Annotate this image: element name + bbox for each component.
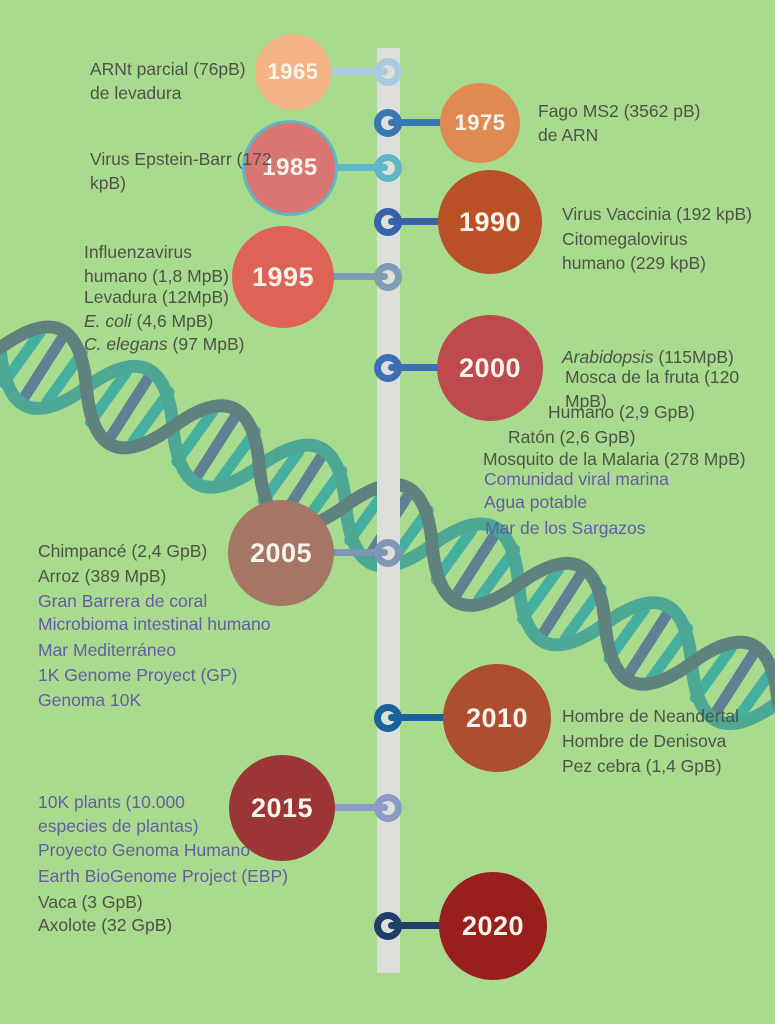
connector-line-2005 xyxy=(281,549,388,556)
event-label-2010: Hombre de Denisova xyxy=(562,731,727,751)
event-label-2000: Humano (2,9 GpB) xyxy=(548,402,695,422)
event-label-2000: Ratón (2,6 GpB) xyxy=(508,427,636,447)
year-label: 1990 xyxy=(458,206,522,237)
year-label: 2005 xyxy=(249,537,313,568)
event-label-2015: 10K plants (10.000 especies de plantas) xyxy=(38,792,199,836)
dna-strand-front xyxy=(0,320,775,710)
year-circle-1965: 1965 xyxy=(255,34,331,110)
timeline-node-2020 xyxy=(374,912,402,940)
event-label-2000: Mar de los Sargazos xyxy=(485,518,646,538)
event-label-1990: Citomegalovirus humano (229 kpB) xyxy=(562,229,706,273)
connector-line-1985 xyxy=(290,164,388,171)
timeline-node-1990 xyxy=(374,208,402,236)
event-label-2000: Arabidopsis (115MpB) xyxy=(562,347,734,367)
event-label-2005: Genoma 10K xyxy=(38,690,142,710)
year-circle-1995: 1995 xyxy=(232,226,334,328)
timeline-node-1975 xyxy=(374,109,402,137)
event-label-2015: Axolote (32 GpB) xyxy=(38,915,173,935)
connector-line-1975 xyxy=(388,119,480,126)
year-label: 2010 xyxy=(465,702,529,733)
connector-line-2015 xyxy=(282,804,388,811)
timeline-node-1985 xyxy=(374,154,402,182)
event-label-2005: Microbioma intestinal humano xyxy=(38,614,271,634)
year-circle-2020: 2020 xyxy=(439,872,547,980)
event-label-2005: Arroz (389 MpB) xyxy=(38,566,167,586)
event-label-1995: C. elegans (97 MpB) xyxy=(84,334,245,354)
connector-line-2010 xyxy=(388,714,497,721)
dna-rung-teal xyxy=(0,327,775,723)
event-label-1965: ARNt parcial (76pB) de levadura xyxy=(90,59,246,103)
event-label-1990: Virus Vaccinia (192 kpB) xyxy=(562,204,752,224)
timeline-bar xyxy=(377,48,400,973)
timeline-node-2010 xyxy=(374,704,402,732)
event-label-1995: Levadura (12MpB) xyxy=(84,287,229,307)
connector-line-1995 xyxy=(283,273,388,280)
event-label-2015: Vaca (3 GpB) xyxy=(38,892,143,912)
year-circle-2015: 2015 xyxy=(229,755,335,861)
event-label-2000: Agua potable xyxy=(484,492,588,512)
year-label: 1965 xyxy=(267,59,319,84)
year-circle-1975: 1975 xyxy=(440,83,520,163)
event-label-2000: Comunidad viral marina xyxy=(484,469,669,489)
year-circle-1990: 1990 xyxy=(438,170,542,274)
year-circle-2000: 2000 xyxy=(437,315,543,421)
timeline-node-2015 xyxy=(374,794,402,822)
event-label-1995: Influenzavirus humano (1,8 MpB) xyxy=(84,242,229,286)
event-label-2005: Gran Barrera de coral xyxy=(38,591,208,611)
year-circle-2010: 2010 xyxy=(443,664,551,772)
event-label-1985: Virus Epstein-Barr (172 kpB) xyxy=(90,149,272,193)
year-label: 1985 xyxy=(262,154,318,181)
year-label: 2000 xyxy=(458,352,522,383)
event-label-2005: Mar Mediterráneo xyxy=(38,640,177,660)
event-label-2005: Chimpancé (2,4 GpB) xyxy=(38,541,208,561)
year-circle-2005: 2005 xyxy=(228,500,334,606)
dna-strand-back xyxy=(0,341,775,731)
year-label: 1995 xyxy=(251,261,315,292)
event-label-2000: Mosca de la fruta (120 MpB) xyxy=(565,367,740,411)
year-circle-1985: 1985 xyxy=(245,123,335,213)
connector-line-1965 xyxy=(293,68,388,75)
year-label: 2015 xyxy=(250,792,314,823)
timeline-node-1965 xyxy=(374,58,402,86)
event-label-1975: Fago MS2 (3562 pB) de ARN xyxy=(538,101,701,145)
event-label-2010: Pez cebra (1,4 GpB) xyxy=(562,756,722,776)
event-label-2000: Mosquito de la Malaria (278 MpB) xyxy=(483,449,746,469)
year-label: 2020 xyxy=(461,910,525,941)
timeline-node-1995 xyxy=(374,263,402,291)
year-label: 1975 xyxy=(454,110,506,135)
event-label-2015: Proyecto Genoma Humano xyxy=(38,840,251,860)
event-label-2005: 1K Genome Proyect (GP) xyxy=(38,665,238,685)
event-label-2015: Earth BioGenome Project (EBP) xyxy=(38,866,288,886)
event-label-2010: Hombre de Neandertal xyxy=(562,706,740,726)
timeline-node-2005 xyxy=(374,539,402,567)
timeline-node-2000 xyxy=(374,354,402,382)
event-label-1995: E. coli (4,6 MpB) xyxy=(84,311,214,331)
